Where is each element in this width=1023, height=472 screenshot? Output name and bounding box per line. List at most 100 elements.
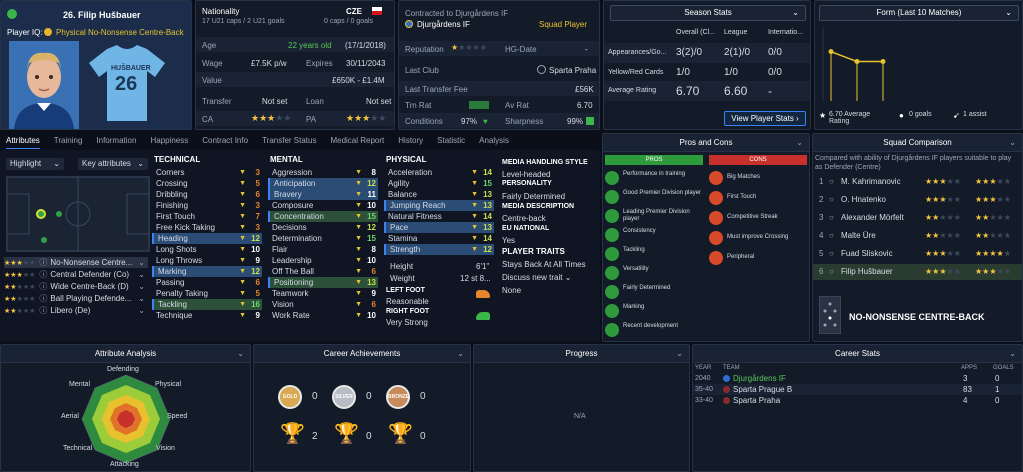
attribute-row[interactable]: Determination ▼ 15 bbox=[268, 233, 378, 244]
career-team[interactable]: Sparta Praha bbox=[733, 396, 781, 405]
trophy-count: 0 bbox=[366, 431, 372, 442]
attribute-row[interactable]: Stamina ▼ 14 bbox=[384, 233, 494, 244]
attribute-row[interactable]: Natural Fitness ▼ 14 bbox=[384, 211, 494, 222]
attribute-row[interactable]: Marking ▼ 12 bbox=[152, 266, 262, 277]
career-row[interactable]: 35-40 Sparta Prague B 83 1 bbox=[693, 384, 1022, 395]
chevron-down-icon: ⌄ bbox=[237, 349, 244, 358]
role-row[interactable]: ★★★★★ ⓘ Wide Centre-Back (D) ⌄ bbox=[4, 281, 148, 292]
attribute-row[interactable]: Concentration ▼ 15 bbox=[268, 211, 378, 222]
attribute-row[interactable]: Finishing ▼ 3 bbox=[152, 200, 262, 211]
player-role[interactable]: Physical No-Nonsense Centre-Back bbox=[56, 28, 184, 37]
squad-row[interactable]: 6 ○ Filip Hušbauer ★★★★★ ★★★★★ bbox=[813, 264, 1022, 280]
pros-cons-header[interactable]: Pros and Cons ⌄ bbox=[603, 134, 809, 152]
attribute-row[interactable]: Balance ▼ 13 bbox=[384, 189, 494, 200]
attribute-row[interactable]: Vision ▼ 6 bbox=[268, 299, 378, 310]
attribute-row[interactable]: Tackling ▼ 16 bbox=[152, 299, 262, 310]
pro-item: Performance in training bbox=[605, 170, 705, 188]
attribute-row[interactable]: Technique ▼ 9 bbox=[152, 310, 262, 321]
attribute-row[interactable]: Aggression ▼ 8 bbox=[268, 167, 378, 178]
highlight-dropdown[interactable]: Highlight ⌄ bbox=[6, 158, 64, 170]
tab-contract-info[interactable]: Contract Info bbox=[202, 136, 249, 145]
u21-caps: 17 U21 caps / 2 U21 goals bbox=[202, 18, 285, 25]
nationality-value[interactable]: CZE bbox=[346, 7, 362, 16]
role-row[interactable]: ★★★★★ ⓘ No-Nonsense Centre... ⌄ bbox=[4, 257, 148, 268]
squad-row[interactable]: 3 ○ Alexander Mörfelt ★★★★★ ★★★★★ bbox=[813, 210, 1022, 226]
view-player-stats-button[interactable]: View Player Stats › bbox=[724, 111, 806, 126]
squad-ca-stars: ★★★★★ bbox=[925, 195, 961, 204]
squad-row[interactable]: 1 ○ M. Kahrimanovic ★★★★★ ★★★★★ bbox=[813, 174, 1022, 190]
medal-bronze-icon: BRONZE bbox=[386, 385, 410, 409]
attribute-row[interactable]: Pace ▼ 13 bbox=[384, 222, 494, 233]
tab-transfer-status[interactable]: Transfer Status bbox=[262, 136, 317, 145]
squad-row[interactable]: 4 ○ Malte Üre ★★★★★ ★★★★★ bbox=[813, 228, 1022, 244]
role-row[interactable]: ★★★★★ ⓘ Libero (De) ⌄ bbox=[4, 305, 148, 316]
career-header[interactable]: Career Stats ⌄ bbox=[693, 345, 1022, 363]
tab-history[interactable]: History bbox=[398, 136, 424, 145]
attribute-row[interactable]: Leadership ▼ 10 bbox=[268, 255, 378, 266]
pro-icon bbox=[605, 323, 619, 337]
squad-row[interactable]: 5 ○ Fuad Sliskovic ★★★★★ ★★★★★ bbox=[813, 246, 1022, 262]
role-row[interactable]: ★★★★★ ⓘ Central Defender (Co) ⌄ bbox=[4, 269, 148, 280]
progress-header[interactable]: Progress ⌄ bbox=[474, 345, 689, 363]
career-team[interactable]: Djurgårdens IF bbox=[733, 374, 786, 383]
attribute-row[interactable]: Acceleration ▼ 14 bbox=[384, 167, 494, 178]
attribute-row[interactable]: Off The Ball ▼ 6 bbox=[268, 266, 378, 277]
attribute-arrow-icon: ▼ bbox=[239, 257, 246, 264]
tab-happiness[interactable]: Happiness bbox=[150, 136, 189, 145]
cons-header: CONS bbox=[709, 155, 807, 165]
attribute-row[interactable]: Positioning ▼ 13 bbox=[268, 277, 378, 288]
last-club-value[interactable]: Sparta Praha bbox=[549, 66, 597, 75]
career-row[interactable]: 2040 Djurgårdens IF 3 0 bbox=[693, 373, 1022, 384]
squad-header[interactable]: Squad Comparison ⌄ bbox=[813, 134, 1022, 152]
attribute-row[interactable]: Corners ▼ 3 bbox=[152, 167, 262, 178]
attribute-row[interactable]: Agility ▼ 15 bbox=[384, 178, 494, 189]
squad-status[interactable]: Squad Player bbox=[539, 20, 588, 29]
pro-item: Consistency bbox=[605, 227, 705, 245]
attribute-row[interactable]: Teamwork ▼ 9 bbox=[268, 288, 378, 299]
tab-analysis[interactable]: Analysis bbox=[479, 136, 509, 145]
squad-title: Squad Comparison bbox=[883, 138, 952, 147]
role-row[interactable]: ★★★★★ ⓘ Ball Playing Defende... ⌄ bbox=[4, 293, 148, 304]
attribute-row[interactable]: Crossing ▼ 5 bbox=[152, 178, 262, 189]
attribute-row[interactable]: Composure ▼ 10 bbox=[268, 200, 378, 211]
season-cell: - bbox=[768, 84, 772, 98]
attribute-row[interactable]: Penalty Taking ▼ 5 bbox=[152, 288, 262, 299]
club-link[interactable]: Djurgårdens IF bbox=[417, 20, 470, 29]
discuss-trait-dropdown[interactable]: Discuss new trait ⌄ bbox=[502, 273, 571, 282]
player-name: 26. Filip Hušbauer bbox=[63, 10, 141, 20]
attribute-row[interactable]: Anticipation ▼ 12 bbox=[268, 178, 378, 189]
career-row[interactable]: 33-40 Sparta Praha 4 0 bbox=[693, 395, 1022, 406]
tab-training[interactable]: Training bbox=[53, 136, 83, 145]
attribute-row[interactable]: Flair ▼ 8 bbox=[268, 244, 378, 255]
attribute-name: Stamina bbox=[388, 234, 418, 243]
attribute-row[interactable]: Strength ▼ 12 bbox=[384, 244, 494, 255]
radar-label-aerial: Aerial bbox=[61, 413, 79, 420]
loan-value[interactable]: Not set bbox=[366, 97, 392, 106]
attribute-row[interactable]: Work Rate ▼ 10 bbox=[268, 310, 378, 321]
squad-row[interactable]: 2 ○ O. Hnatenko ★★★★★ ★★★★★ bbox=[813, 192, 1022, 208]
attribute-row[interactable]: Long Shots ▼ 10 bbox=[152, 244, 262, 255]
attribute-row[interactable]: Heading ▼ 12 bbox=[152, 233, 262, 244]
tab-information[interactable]: Information bbox=[96, 136, 137, 145]
season-stats-header[interactable]: Season Stats ⌄ bbox=[610, 5, 806, 21]
transfer-value[interactable]: Not set bbox=[262, 97, 288, 106]
tab-attributes[interactable]: Attributes bbox=[6, 134, 40, 149]
career-team[interactable]: Sparta Prague B bbox=[733, 385, 793, 394]
tab-medical-report[interactable]: Medical Report bbox=[330, 136, 385, 145]
attribute-name: First Touch bbox=[156, 212, 195, 221]
media-desc-label: MEDIA DESCRIPTION bbox=[502, 203, 575, 210]
attribute-row[interactable]: Passing ▼ 6 bbox=[152, 277, 262, 288]
attribute-row[interactable]: Jumping Reach ▼ 13 bbox=[384, 200, 494, 211]
radar-label-vision: Vision bbox=[156, 445, 175, 452]
attribute-row[interactable]: Bravery ▼ 11 bbox=[268, 189, 378, 200]
analysis-header[interactable]: Attribute Analysis ⌄ bbox=[1, 345, 250, 363]
key-attributes-dropdown[interactable]: Key attributes ⌄ bbox=[78, 158, 148, 170]
attribute-row[interactable]: Decisions ▼ 12 bbox=[268, 222, 378, 233]
attribute-row[interactable]: Dribbling ▼ 6 bbox=[152, 189, 262, 200]
attribute-row[interactable]: Long Throws ▼ 9 bbox=[152, 255, 262, 266]
attribute-row[interactable]: First Touch ▼ 7 bbox=[152, 211, 262, 222]
tab-statistic[interactable]: Statistic bbox=[437, 136, 466, 145]
achievements-header[interactable]: Career Achievements ⌄ bbox=[254, 345, 470, 363]
form-header[interactable]: Form (Last 10 Matches) ⌄ bbox=[819, 5, 1019, 21]
attribute-row[interactable]: Free Kick Taking ▼ 3 bbox=[152, 222, 262, 233]
